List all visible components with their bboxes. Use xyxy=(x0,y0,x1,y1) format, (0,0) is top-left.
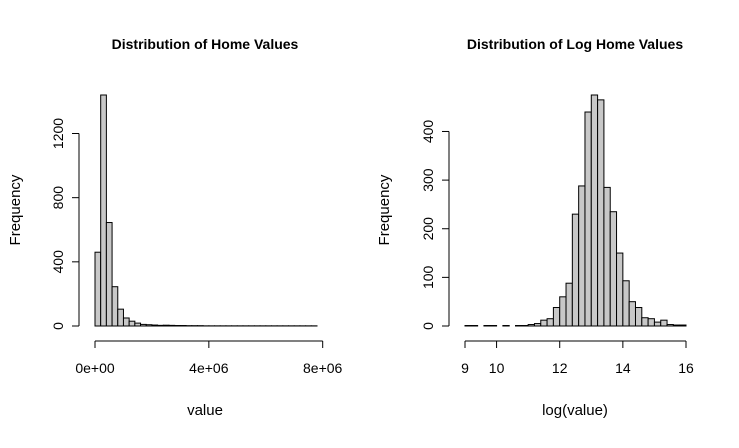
y-tick-label: 400 xyxy=(50,250,66,274)
histogram-bar xyxy=(572,214,578,326)
histogram-bar xyxy=(101,95,107,326)
histogram-bar xyxy=(610,212,616,326)
y-tick-label: 0 xyxy=(420,322,436,330)
histogram-bar xyxy=(541,320,547,326)
y-tick-label: 200 xyxy=(420,217,436,241)
histogram-bar xyxy=(661,320,667,326)
histogram-bar xyxy=(654,322,660,326)
home-values-histogram: Distribution of Home Values value Freque… xyxy=(7,36,343,419)
y-axis-label: Frequency xyxy=(7,174,24,245)
chart-title: Distribution of Log Home Values xyxy=(467,36,683,52)
histogram-bar xyxy=(163,325,169,326)
bars xyxy=(465,95,686,326)
histogram-bar xyxy=(648,319,654,326)
histogram-bar xyxy=(158,325,164,326)
y-tick-label: 1200 xyxy=(50,118,66,149)
histogram-bar xyxy=(129,321,135,326)
x-axis-label: log(value) xyxy=(542,402,608,419)
bars xyxy=(95,95,317,326)
histogram-bar xyxy=(118,309,124,326)
histogram-bar xyxy=(95,252,101,326)
histogram-bar xyxy=(566,283,572,326)
histogram-bar xyxy=(591,95,597,326)
histogram-bar xyxy=(604,187,610,326)
histogram-bar xyxy=(667,325,673,326)
histogram-bar xyxy=(146,325,152,326)
histogram-bar xyxy=(617,253,623,326)
histogram-bar xyxy=(635,308,641,326)
chart-title: Distribution of Home Values xyxy=(112,36,299,52)
x-tick-label: 14 xyxy=(615,360,631,376)
histogram-bar xyxy=(553,308,559,326)
y-tick-label: 0 xyxy=(50,322,66,330)
histogram-bar xyxy=(547,319,553,326)
histogram-bar xyxy=(598,100,604,326)
log-home-values-histogram: Distribution of Log Home Values log(valu… xyxy=(376,36,694,419)
histogram-bar xyxy=(629,302,635,326)
y-axis: 0 400 800 1200 xyxy=(50,118,79,330)
x-tick-label: 9 xyxy=(461,360,469,376)
histogram-bar xyxy=(642,318,648,326)
histogram-bar xyxy=(528,325,534,326)
x-tick-label: 8e+06 xyxy=(303,360,343,376)
histogram-bar xyxy=(673,325,679,326)
histogram-bar xyxy=(141,324,147,326)
histogram-bar xyxy=(123,318,129,326)
x-axis-label: value xyxy=(187,402,223,419)
y-tick-label: 100 xyxy=(420,265,436,289)
histogram-bar xyxy=(169,325,175,326)
histogram-bar xyxy=(560,297,566,326)
x-tick-label: 10 xyxy=(489,360,505,376)
x-tick-label: 4e+06 xyxy=(189,360,229,376)
histogram-bar xyxy=(623,281,629,326)
x-axis: 9 10 12 14 16 xyxy=(461,341,694,376)
y-axis: 0 100 200 300 400 xyxy=(420,120,449,330)
x-axis: 0e+00 4e+06 8e+06 xyxy=(75,341,342,376)
x-tick-label: 16 xyxy=(678,360,694,376)
y-tick-label: 400 xyxy=(420,120,436,144)
histogram-bar xyxy=(534,324,540,326)
histogram-bar xyxy=(152,325,158,326)
histogram-bar xyxy=(135,323,141,326)
y-tick-label: 300 xyxy=(420,168,436,192)
y-tick-label: 800 xyxy=(50,186,66,210)
y-axis-label: Frequency xyxy=(376,174,393,245)
x-tick-label: 0e+00 xyxy=(75,360,115,376)
histogram-bar xyxy=(585,112,591,326)
histogram-bar xyxy=(106,223,112,326)
x-tick-label: 12 xyxy=(552,360,568,376)
histogram-bar xyxy=(680,325,686,326)
histogram-bar xyxy=(579,186,585,326)
histogram-bar xyxy=(112,287,118,326)
